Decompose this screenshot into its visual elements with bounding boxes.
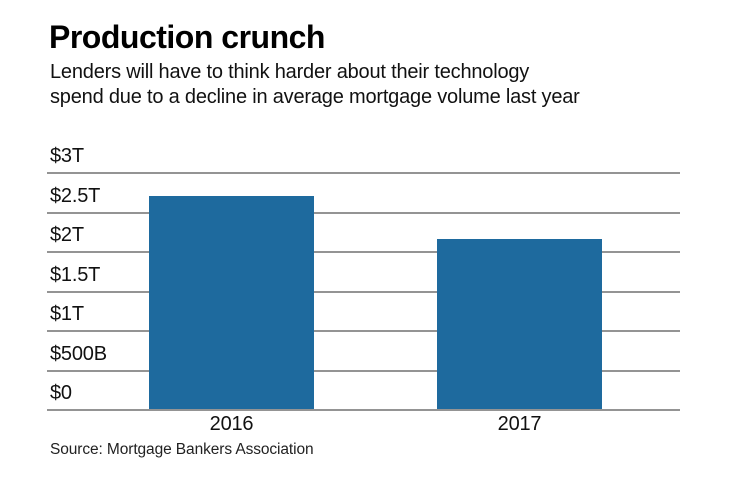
y-gridline [47, 369, 680, 372]
chart-subtitle-line1: Lenders will have to think harder about … [50, 61, 530, 83]
y-gridline [47, 211, 680, 214]
x-tick-label-2016: 2016 [209, 413, 254, 435]
y-tick-label: $1.5T [50, 263, 101, 286]
chart-subtitle-line2: spend due to a decline in average mortga… [50, 85, 580, 108]
y-tick-label: $3T [50, 145, 84, 167]
chart-subtitle: Lenders will have to think harder about … [50, 60, 580, 109]
bar-2016 [149, 196, 314, 409]
y-tick-label: $500B [50, 342, 107, 365]
y-tick-label: $2.5T [50, 184, 101, 207]
y-gridline [47, 290, 680, 293]
y-gridline [47, 330, 680, 332]
source-attribution: Source: Mortgage Bankers Association [50, 441, 314, 458]
x-tick-label-2017: 2017 [497, 413, 542, 435]
y-gridline [47, 172, 680, 174]
y-gridline [47, 409, 680, 411]
bar-2017 [437, 239, 602, 409]
page-title: Production crunch [49, 19, 325, 55]
y-tick-label: $0 [50, 382, 72, 404]
y-tick-label: $1T [50, 303, 84, 325]
y-gridline [47, 251, 680, 253]
y-tick-label: $2T [50, 224, 84, 246]
